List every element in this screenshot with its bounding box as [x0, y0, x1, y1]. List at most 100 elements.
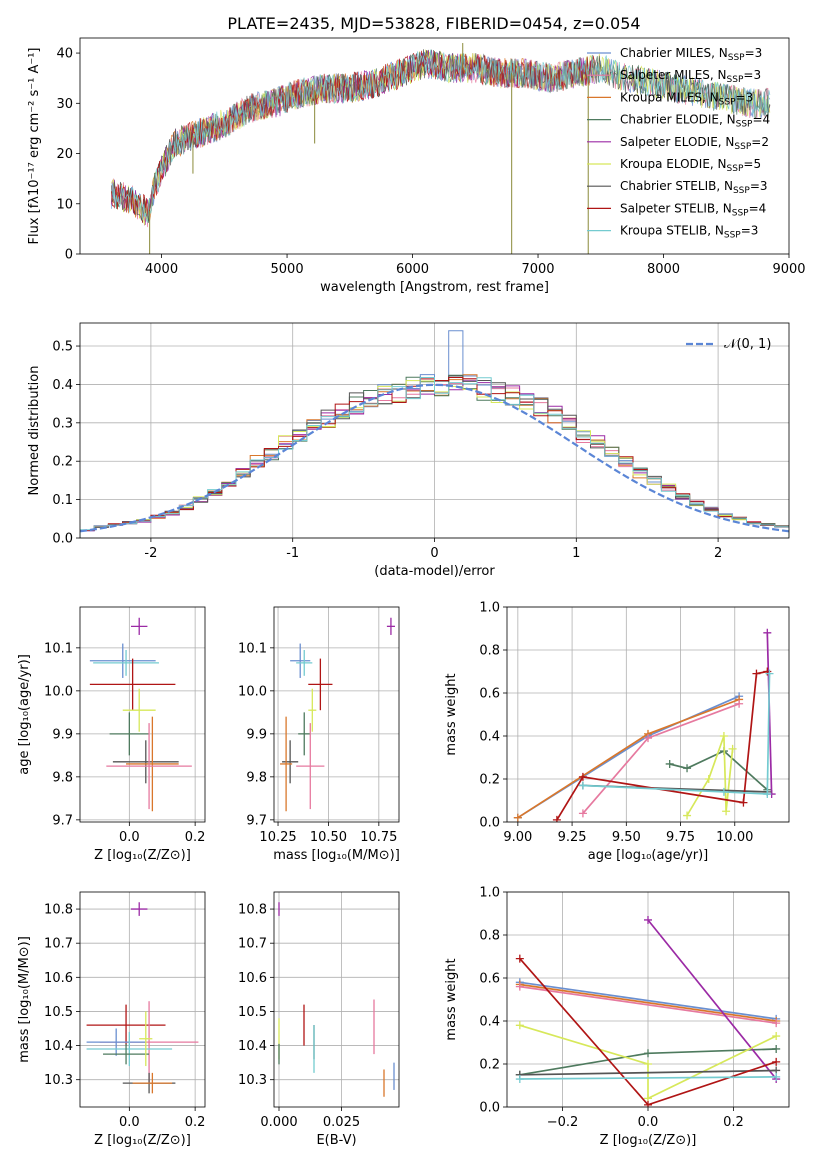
- chart-massweight_vs_Z: −0.2 0.0 0.2 0.0 0.2 0.4 0.6 0.8 1.0 Z [log₁₀(Z/Z…: [444, 886, 790, 1148]
- weight-series: [644, 915, 781, 1084]
- legend-label: Salpeter MILES, NSSP=3: [620, 68, 761, 85]
- x-tick-label: 0.2: [185, 1115, 206, 1130]
- weight-line: [519, 981, 777, 1020]
- legend-label: Kroupa MILES, NSSP=3: [620, 90, 753, 107]
- x-tick-label: 0.000: [260, 1115, 297, 1130]
- legend-label: 𝒩(0, 1): [724, 337, 771, 352]
- y-tick-label: 1.0: [479, 601, 500, 616]
- axes-frame: [506, 891, 790, 1108]
- weight-marker: [763, 628, 772, 637]
- errorbar-point: [86, 1028, 146, 1056]
- errorbar-point: [139, 1011, 153, 1067]
- y-axis-label: age [log₁₀(age/yr)]: [17, 654, 32, 775]
- y-tick-label: 0.6: [479, 687, 500, 702]
- errorbar-point: [112, 740, 179, 784]
- spectrum-line: [111, 49, 771, 226]
- weight-marker: [722, 807, 731, 816]
- weight-marker: [683, 811, 692, 820]
- chart-mass_vs_ebv: 0.000 0.025 10.3 10.4 10.5 10.6 10.7 10.8 E(B-V): [238, 891, 400, 1148]
- errorbar-point: [89, 643, 156, 678]
- weight-series: [515, 982, 781, 1028]
- legend-entry: Kroupa MILES, NSSP=3: [587, 90, 753, 107]
- errorbar-point: [298, 712, 311, 756]
- x-tick-label: 0.0: [638, 1115, 659, 1130]
- weight-marker: [578, 781, 587, 790]
- y-tick-label: 10.8: [238, 903, 267, 918]
- y-tick-label: 0.8: [479, 644, 500, 659]
- y-axis-label: mass weight: [444, 958, 459, 1040]
- legend-label: Kroupa STELIB, NSSP=3: [620, 224, 758, 241]
- y-tick-label: 0.2: [479, 1058, 500, 1073]
- x-tick-label: 0.2: [185, 830, 206, 845]
- y-axis-label: Flux [fλ10⁻¹⁷ erg cm⁻² s⁻¹ A⁻¹]: [27, 48, 42, 245]
- errorbar-point: [308, 658, 333, 711]
- weight-series: [515, 1072, 781, 1084]
- axes-frame: [79, 37, 790, 255]
- weight-marker: [552, 815, 561, 822]
- errorbar-point: [308, 688, 317, 732]
- legend-entry: Salpeter ELODIE, NSSP=2: [587, 135, 769, 152]
- weight-marker: [704, 775, 713, 783]
- errorbar-point: [93, 650, 159, 676]
- y-tick-label: 9.9: [52, 727, 73, 742]
- legend-entry: Chabrier MILES, NSSP=3: [587, 46, 762, 63]
- y-axis-label: mass weight: [444, 673, 459, 755]
- weight-marker: [515, 1075, 524, 1084]
- weight-marker: [772, 1044, 781, 1053]
- weight-marker: [719, 787, 728, 796]
- y-tick-label: 0.4: [479, 1015, 500, 1030]
- x-tick-label: 0.025: [323, 1115, 360, 1130]
- errorbar-point: [106, 723, 192, 810]
- x-tick-label: −0.2: [547, 1115, 579, 1130]
- x-axis-label: Z [log₁₀(Z/Z⊙)]: [94, 1133, 191, 1148]
- plot-area: [89, 617, 192, 812]
- y-tick-label: 10.6: [238, 971, 267, 986]
- plot-area: [515, 915, 781, 1107]
- y-tick-label: 10.0: [238, 684, 267, 699]
- y-axis-label: Normed distribution: [27, 366, 42, 496]
- weight-marker: [644, 1060, 652, 1068]
- legend-label: Kroupa ELODIE, NSSP=5: [620, 157, 761, 174]
- x-tick-label: 9.00: [503, 830, 532, 845]
- errorbar-point: [109, 712, 150, 756]
- plot-area: [80, 330, 789, 538]
- weight-line: [519, 983, 777, 1022]
- x-tick-label: 5000: [271, 262, 304, 277]
- y-tick-label: 30: [56, 97, 73, 112]
- axes-frame: [79, 322, 790, 539]
- weight-series: [515, 954, 781, 1107]
- x-tick-label: 6000: [396, 262, 429, 277]
- histogram-series: [80, 377, 789, 538]
- x-tick-label: 10.50: [310, 830, 347, 845]
- errorbar-point: [103, 1043, 150, 1065]
- y-tick-label: 10.0: [44, 684, 73, 699]
- y-tick-label: 9.8: [52, 770, 73, 785]
- y-axis-label: mass [log₁₀(M/M⊙)]: [17, 936, 32, 1063]
- weight-marker: [513, 813, 522, 822]
- plot-area: [278, 902, 395, 1097]
- weight-marker: [515, 1021, 524, 1030]
- axes-frame: [273, 891, 400, 1108]
- plot-area: [86, 902, 199, 1094]
- errorbar-point: [122, 688, 156, 732]
- legend-entry: Chabrier ELODIE, NSSP=4: [587, 113, 770, 130]
- y-tick-label: 10: [56, 197, 73, 212]
- errorbar-point: [130, 902, 148, 916]
- y-tick-label: 0.0: [52, 532, 73, 547]
- plot-area: [280, 617, 395, 812]
- weight-marker: [735, 699, 744, 708]
- x-tick-label: 7000: [521, 262, 554, 277]
- y-tick-label: 0.3: [52, 416, 73, 431]
- errorbar-point: [290, 643, 311, 678]
- chart-age_vs_Z: 0.0 0.2 9.7 9.8 9.9 10.0 10.1 Z [log₁₀(Z/Z⊙)] ag…: [17, 606, 206, 863]
- legend-entry: Kroupa STELIB, NSSP=3: [587, 224, 758, 241]
- x-axis-label: wavelength [Angstrom, rest frame]: [320, 280, 549, 295]
- y-tick-label: 40: [56, 47, 73, 62]
- y-tick-label: 10.3: [44, 1073, 73, 1088]
- y-tick-label: 9.7: [52, 813, 73, 828]
- y-tick-label: 10.4: [238, 1039, 267, 1054]
- x-tick-label: 9.25: [558, 830, 587, 845]
- weight-marker: [644, 1100, 652, 1107]
- weight-marker: [644, 734, 652, 743]
- weight-line: [686, 735, 734, 816]
